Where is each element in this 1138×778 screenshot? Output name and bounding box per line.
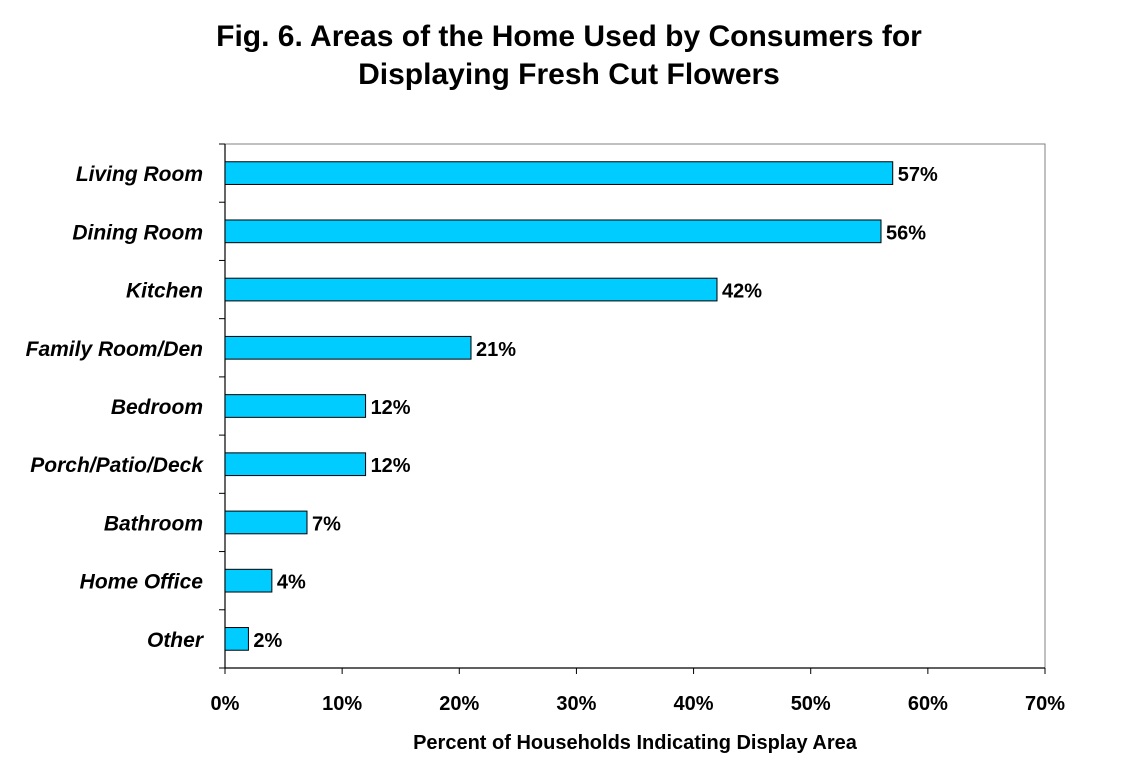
category-label: Bathroom <box>104 512 203 535</box>
bar <box>224 394 367 418</box>
data-label: 57% <box>898 164 938 186</box>
bar <box>224 335 472 360</box>
category-label: Home Office <box>80 571 204 594</box>
x-tick-label: 70% <box>1025 693 1065 715</box>
category-label: Dining Room <box>72 221 203 244</box>
data-label: 7% <box>312 513 341 535</box>
bar <box>224 277 718 302</box>
data-label: 42% <box>722 281 762 303</box>
x-axis-title: Percent of Households Indicating Display… <box>413 732 858 754</box>
x-tick-label: 60% <box>908 693 948 715</box>
data-label: 2% <box>253 630 282 652</box>
category-label: Living Room <box>76 163 203 186</box>
x-tick-label: 40% <box>674 693 714 715</box>
data-label: 4% <box>277 572 306 594</box>
category-label: Family Room/Den <box>26 338 203 361</box>
data-label: 12% <box>371 397 411 419</box>
data-label: 56% <box>886 222 926 244</box>
chart-title-line-2: Displaying Fresh Cut Flowers <box>358 58 780 91</box>
x-tick-label: 50% <box>791 693 831 715</box>
category-label: Kitchen <box>126 280 203 303</box>
category-label: Porch/Patio/Deck <box>30 454 204 477</box>
data-label: 21% <box>476 339 516 361</box>
category-label: Bedroom <box>111 396 203 419</box>
bar <box>224 568 273 593</box>
bar <box>224 219 882 244</box>
x-tick-label: 0% <box>211 693 240 715</box>
data-label: 12% <box>371 455 411 477</box>
bar <box>224 161 894 185</box>
category-label: Other <box>147 629 205 652</box>
x-tick-label: 20% <box>439 693 479 715</box>
bar <box>224 627 249 651</box>
bar <box>224 510 308 535</box>
x-tick-label: 10% <box>322 693 362 715</box>
bar <box>224 452 367 477</box>
chart-title-line-1: Fig. 6. Areas of the Home Used by Consum… <box>216 20 922 53</box>
chart-title: Fig. 6. Areas of the Home Used by Consum… <box>0 18 1138 94</box>
x-tick-label: 30% <box>556 693 596 715</box>
